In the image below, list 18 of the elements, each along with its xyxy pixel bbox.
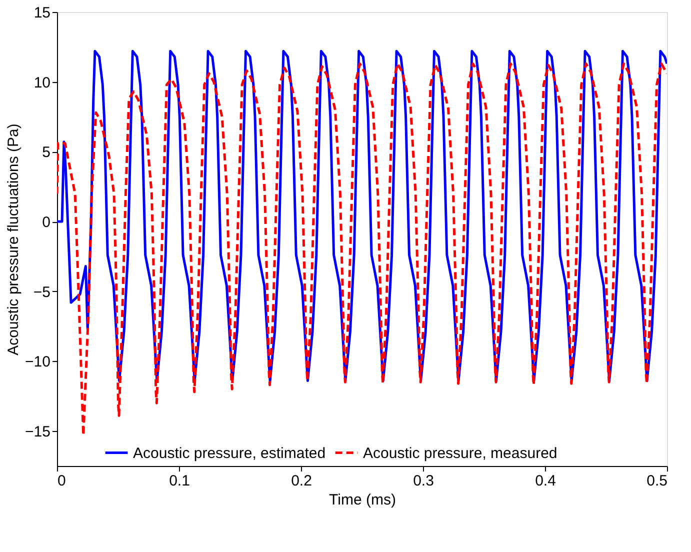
y-tick-label: −10 [25, 354, 50, 371]
x-tick-label: 0.2 [291, 472, 312, 490]
y-tick-label: 0 [42, 214, 50, 232]
x-tick-label: 0.5 [646, 472, 668, 490]
y-tick-label: 15 [34, 4, 50, 22]
legend-label: Acoustic pressure, estimated [133, 444, 326, 462]
x-axis-title: Time (ms) [329, 492, 396, 508]
y-tick-label: 5 [42, 144, 50, 162]
y-tick-label: 10 [34, 74, 50, 92]
y-tick-label: −5 [33, 284, 50, 301]
x-tick-label: 0.1 [169, 472, 190, 490]
y-tick-label: −15 [25, 424, 50, 441]
y-axis-title: Acoustic pressure fluctuations (Pa) [5, 124, 22, 356]
line-series [57, 62, 667, 437]
x-tick-label: 0 [58, 472, 66, 490]
x-tick-label: 0.3 [413, 472, 434, 490]
x-tick-label: 0.4 [535, 472, 556, 490]
legend-label: Acoustic pressure, measured [363, 444, 558, 462]
